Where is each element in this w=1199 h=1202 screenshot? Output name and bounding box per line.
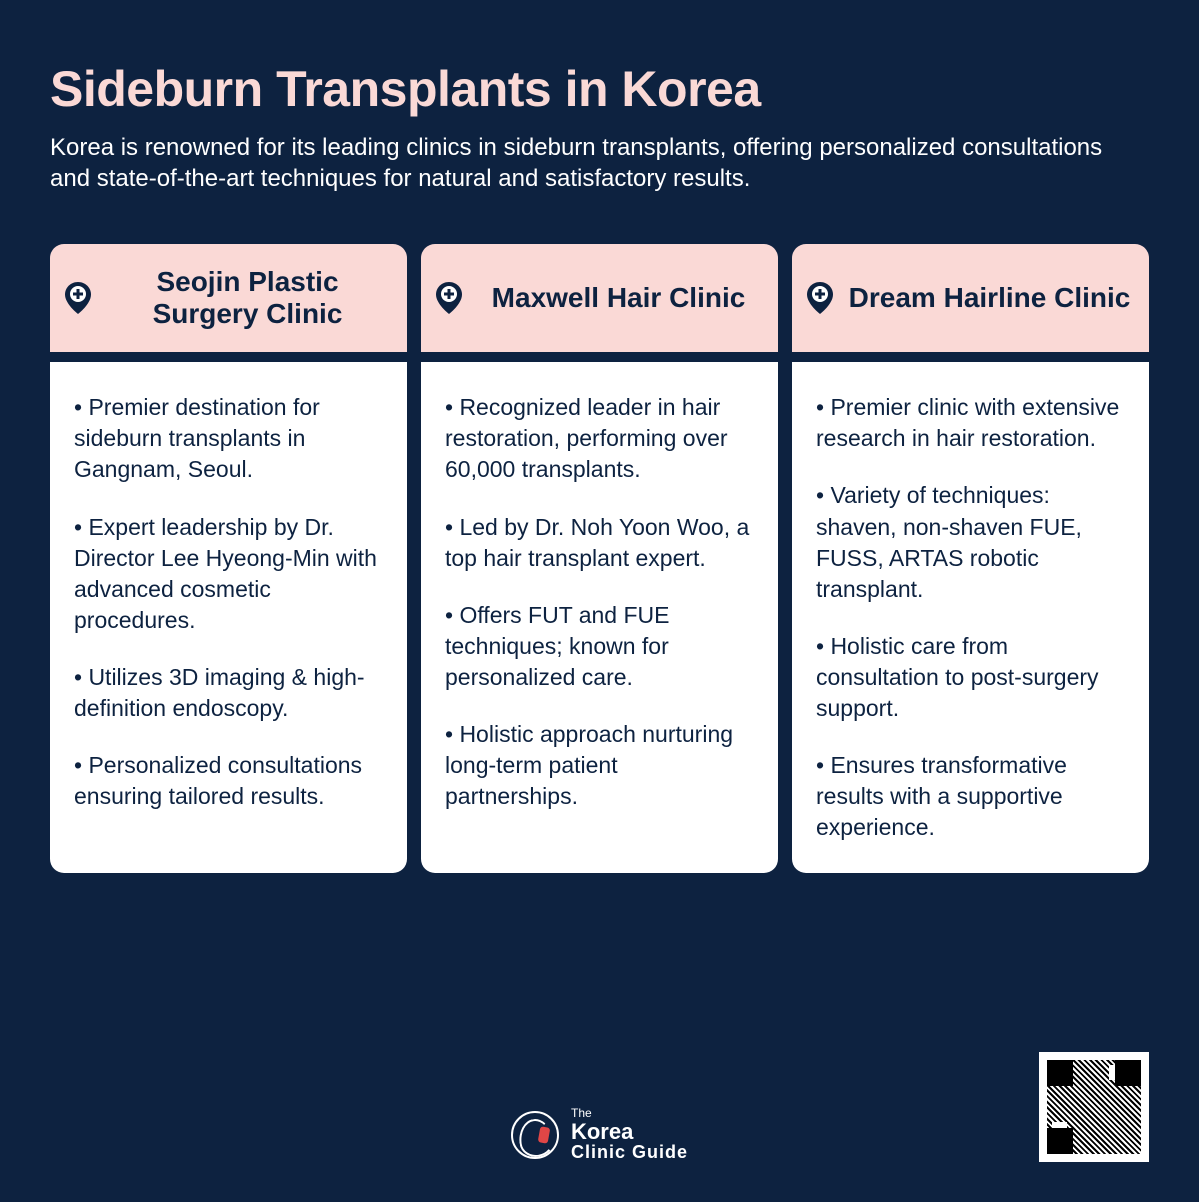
bullet-item: • Offers FUT and FUE techniques; known f… (445, 600, 754, 693)
card-header: Seojin Plastic Surgery Clinic (50, 244, 407, 352)
card-header: Maxwell Hair Clinic (421, 244, 778, 352)
card-body: • Premier clinic with extensive research… (792, 362, 1149, 873)
medical-pin-icon (806, 282, 834, 314)
bullet-item: • Utilizes 3D imaging & high-definition … (74, 662, 383, 724)
page-subtitle: Korea is renowned for its leading clinic… (50, 132, 1110, 194)
clinic-card: Maxwell Hair Clinic • Recognized leader … (421, 244, 778, 873)
cards-row: Seojin Plastic Surgery Clinic • Premier … (50, 244, 1149, 873)
brand-text: The Korea Clinic Guide (571, 1107, 688, 1162)
bullet-item: • Led by Dr. Noh Yoon Woo, a top hair tr… (445, 512, 754, 574)
bullet-item: • Holistic approach nurturing long-term … (445, 719, 754, 812)
clinic-card: Seojin Plastic Surgery Clinic • Premier … (50, 244, 407, 873)
card-body: • Recognized leader in hair restoration,… (421, 362, 778, 873)
brand-line1: Korea (571, 1120, 688, 1143)
card-header: Dream Hairline Clinic (792, 244, 1149, 352)
bullet-item: • Premier destination for sideburn trans… (74, 392, 383, 485)
card-title: Dream Hairline Clinic (844, 282, 1135, 314)
page-title: Sideburn Transplants in Korea (50, 60, 1149, 118)
bullet-item: • Recognized leader in hair restoration,… (445, 392, 754, 485)
bullet-item: • Variety of techniques: shaven, non-sha… (816, 480, 1125, 604)
brand-logo-icon (511, 1111, 559, 1159)
card-title: Seojin Plastic Surgery Clinic (102, 266, 393, 330)
medical-pin-icon (435, 282, 463, 314)
bullet-item: • Expert leadership by Dr. Director Lee … (74, 512, 383, 636)
qr-code (1039, 1052, 1149, 1162)
clinic-card: Dream Hairline Clinic • Premier clinic w… (792, 244, 1149, 873)
brand: The Korea Clinic Guide (511, 1107, 688, 1162)
qr-code-pattern (1047, 1060, 1141, 1154)
medical-pin-icon (64, 282, 92, 314)
bullet-item: • Holistic care from consultation to pos… (816, 631, 1125, 724)
brand-line2: Clinic Guide (571, 1143, 688, 1162)
bullet-item: • Ensures transformative results with a … (816, 750, 1125, 843)
footer: The Korea Clinic Guide (0, 1107, 1199, 1162)
bullet-item: • Premier clinic with extensive research… (816, 392, 1125, 454)
card-body: • Premier destination for sideburn trans… (50, 362, 407, 873)
card-title: Maxwell Hair Clinic (473, 282, 764, 314)
bullet-item: • Personalized consultations ensuring ta… (74, 750, 383, 812)
